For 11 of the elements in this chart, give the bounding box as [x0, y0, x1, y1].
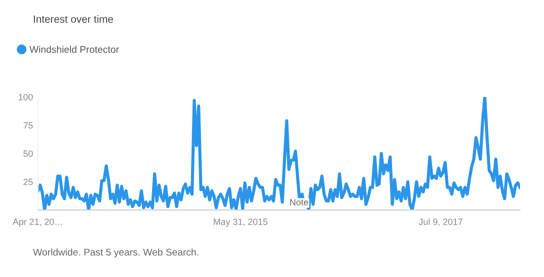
x-tick-label: Jul 9, 2017: [418, 218, 462, 226]
chart-title: Interest over time: [34, 15, 114, 23]
x-tick-label: Apr 21, 20…: [12, 218, 62, 227]
y-tick-label: 100: [18, 94, 33, 100]
legend-label: Windshield Protector: [29, 46, 119, 53]
y-tick-label: 50: [23, 150, 33, 157]
y-tick-label: 25: [24, 178, 33, 186]
x-tick-label: May 31, 2015: [214, 218, 268, 227]
line-series: [38, 97, 520, 210]
text: Worldwide. Past 5 years. Web Search.: [33, 248, 198, 258]
y-tick-label: 75: [24, 122, 33, 129]
